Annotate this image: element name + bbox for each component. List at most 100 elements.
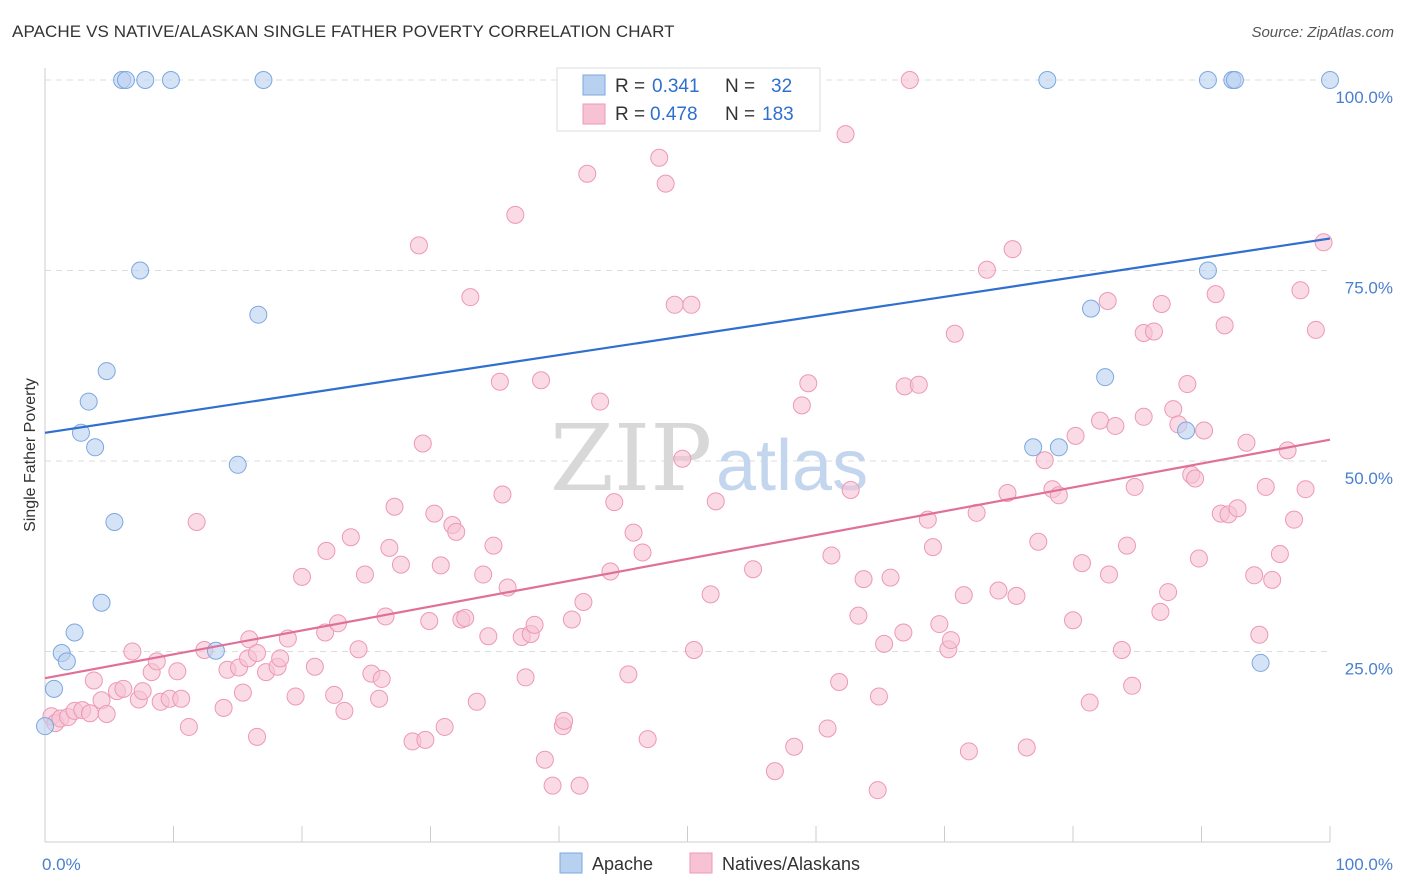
native-point [506, 205, 525, 224]
native-point [425, 504, 444, 523]
apache-point [1251, 653, 1270, 672]
native-point [1215, 316, 1234, 335]
native-point [1263, 570, 1282, 589]
native-point [638, 730, 657, 749]
native-point [682, 295, 701, 314]
native-point [1278, 441, 1297, 460]
legend: R = 0.341 N = 32 R = 0.478 N = 183 [556, 67, 821, 132]
native-point [435, 717, 454, 736]
native-point [562, 610, 581, 629]
apache-point [1096, 368, 1115, 387]
native-point [479, 627, 498, 646]
apache-point [79, 392, 98, 411]
apache-point [1198, 261, 1217, 280]
native-point [665, 295, 684, 314]
legend-n-label-native: N = [725, 104, 755, 125]
native-point [830, 672, 849, 691]
native-point [1117, 536, 1136, 555]
native-point [1029, 532, 1048, 551]
y-axis-label: Single Father Poverty [22, 378, 39, 532]
apache-point [116, 71, 135, 89]
trend-lines [44, 237, 1331, 680]
native-point [1134, 407, 1153, 426]
apache-point [105, 512, 124, 531]
apache-point [1024, 438, 1043, 457]
native-point [818, 719, 837, 738]
bottom-legend: Apache Natives/Alaskans [559, 852, 860, 874]
native-point [1080, 693, 1099, 712]
native-point [187, 512, 206, 531]
native-point [84, 671, 103, 690]
native-point [391, 555, 410, 574]
native-point [355, 565, 374, 584]
native-point [1178, 375, 1197, 394]
legend-swatch-apache [582, 74, 606, 96]
bottom-legend-swatch-apache [559, 852, 583, 874]
native-point [1250, 625, 1269, 644]
native-point [574, 592, 593, 611]
native-point [998, 484, 1017, 503]
native-point [894, 623, 913, 642]
chart-title: APACHE VS NATIVE/ALASKAN SINGLE FATHER P… [12, 22, 675, 41]
series-native-points [42, 71, 1333, 800]
bottom-legend-label-native: Natives/Alaskans [722, 854, 860, 874]
native-point [516, 668, 535, 687]
native-point [875, 634, 894, 653]
gridlines [45, 79, 1330, 652]
native-point [461, 288, 480, 307]
native-point [325, 685, 344, 704]
native-point [799, 374, 818, 393]
native-point [744, 560, 763, 579]
native-point [447, 522, 466, 541]
native-point [305, 657, 324, 676]
apache-point [1177, 421, 1196, 440]
native-point [701, 585, 720, 604]
native-point [416, 730, 435, 749]
native-point [1306, 320, 1325, 339]
native-point [413, 434, 432, 453]
native-point [591, 392, 610, 411]
native-point [1164, 400, 1183, 419]
native-point [349, 640, 368, 659]
legend-n-value-apache: 32 [771, 76, 792, 97]
native-point [1270, 544, 1289, 563]
legend-r-value-apache: 0.341 [652, 76, 700, 97]
native-point [474, 565, 493, 584]
native-point [1159, 583, 1178, 602]
native-point [1285, 510, 1304, 529]
apache-point [1049, 438, 1068, 457]
apache-point [161, 71, 180, 89]
native-point [168, 662, 187, 681]
native-point [1206, 285, 1225, 304]
apache-point [1198, 71, 1217, 89]
native-point [656, 174, 675, 193]
native-point [1291, 281, 1310, 300]
native-point [490, 372, 509, 391]
native-point [114, 679, 133, 698]
native-point [372, 669, 391, 688]
native-point [1072, 554, 1091, 573]
native-point [1017, 738, 1036, 757]
native-point [822, 546, 841, 565]
native-point [385, 497, 404, 516]
native-point [172, 689, 191, 708]
native-point [97, 704, 116, 723]
legend-r-label-apache: R = [615, 76, 645, 97]
native-point [900, 71, 919, 89]
native-point [1064, 611, 1082, 630]
legend-r-label-native: R = [615, 104, 645, 125]
native-point [555, 711, 574, 730]
native-point [543, 776, 562, 795]
native-point [293, 567, 311, 586]
native-point [467, 692, 486, 711]
native-point [1066, 426, 1085, 445]
apache-point [57, 652, 76, 671]
native-point [881, 568, 900, 587]
native-point [605, 493, 624, 512]
apache-trend-line [44, 237, 1331, 434]
native-point [1296, 480, 1315, 499]
apache-point [254, 71, 273, 89]
y-tick-label: 75.0% [1345, 279, 1393, 298]
native-point [977, 260, 996, 279]
